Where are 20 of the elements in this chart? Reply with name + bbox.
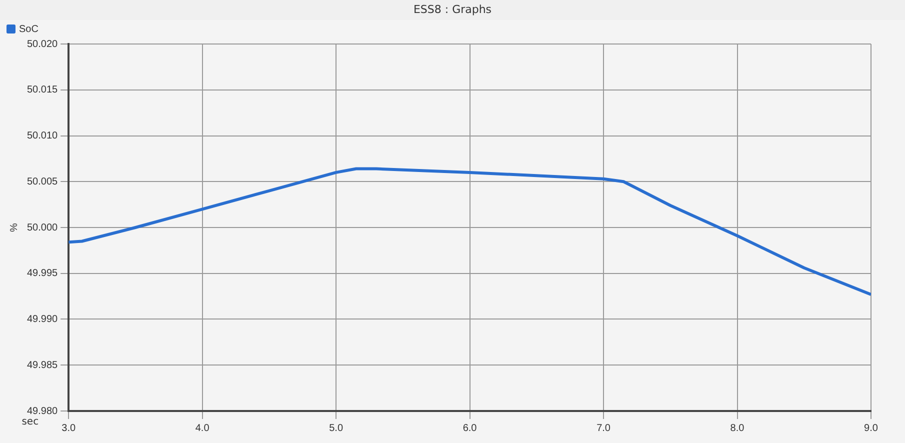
x-tick-label: 5.0: [329, 422, 344, 434]
x-axis-title: sec: [22, 416, 39, 428]
x-tick-label: 4.0: [195, 422, 210, 434]
legend-label: SoC: [19, 24, 38, 35]
y-tick-label: 50.005: [26, 176, 58, 188]
y-tick-label: 49.990: [26, 314, 58, 325]
y-tick-label: 50.015: [26, 84, 58, 96]
x-tick-label: 8.0: [730, 422, 745, 434]
x-tick-label: 6.0: [462, 422, 478, 434]
x-tick-label: 7.0: [596, 422, 611, 434]
y-axis-title: %: [8, 222, 20, 232]
chart-title: ESS8 : Graphs: [0, 0, 905, 20]
y-tick-label: 50.020: [26, 38, 58, 50]
y-tick-label: 50.010: [26, 130, 58, 142]
y-tick-label: 49.985: [26, 360, 58, 371]
y-tick-label: 49.995: [26, 268, 58, 280]
x-tick-label: 9.0: [864, 422, 878, 434]
y-tick-label: 49.980: [26, 406, 58, 417]
y-tick-label: 50.000: [26, 222, 58, 234]
x-tick-label: 3.0: [62, 422, 76, 434]
